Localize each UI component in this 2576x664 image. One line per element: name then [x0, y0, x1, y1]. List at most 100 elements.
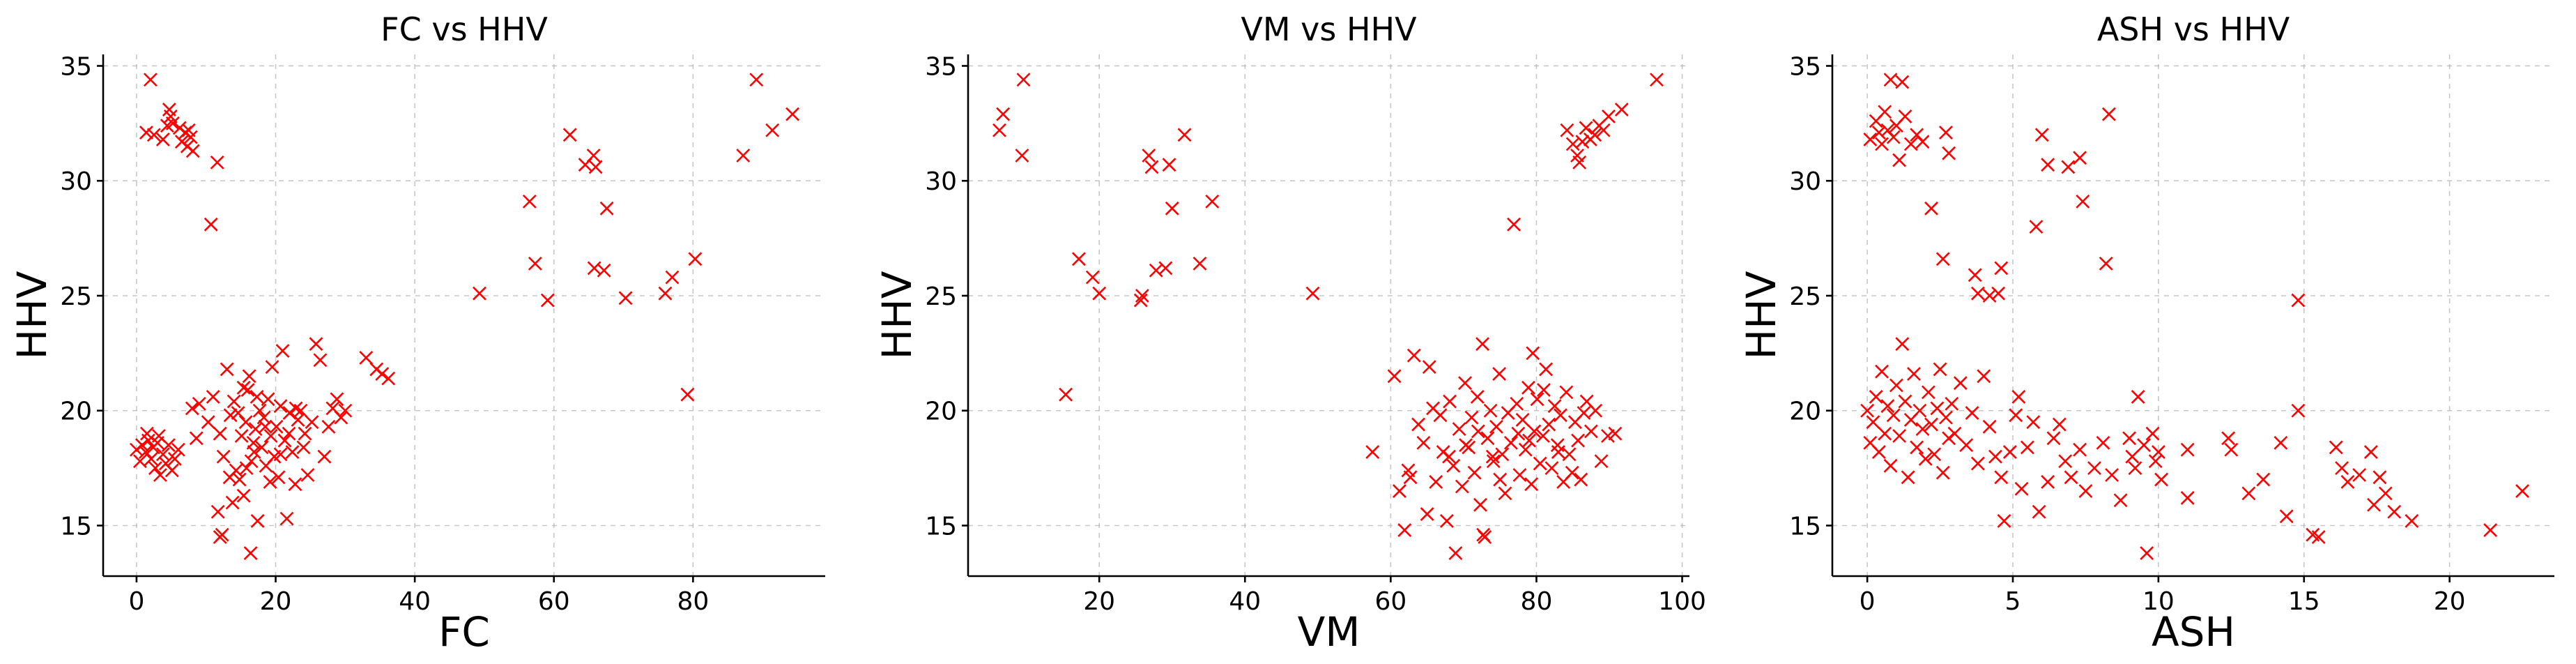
scatter-point: [562, 128, 577, 142]
scatter-point: [239, 461, 254, 476]
scatter-point: [1403, 470, 1418, 485]
x-tick-label: 80: [677, 587, 709, 616]
scatter-point: [1524, 477, 1539, 492]
scatter-point: [210, 504, 225, 519]
x-tick-label: 10: [2142, 587, 2175, 616]
scatter-point: [2372, 470, 2387, 485]
scatter-point: [1953, 376, 1968, 391]
scatter-point: [1015, 149, 1029, 163]
scatter-point: [665, 270, 680, 285]
scatter-point: [359, 351, 374, 365]
scatter-point: [2137, 438, 2151, 453]
scatter-point: [321, 419, 336, 434]
scatter-point: [2032, 504, 2046, 519]
scatter-point: [473, 286, 486, 301]
scatter-point: [1895, 337, 1910, 352]
scatter-point: [2078, 484, 2093, 498]
scatter-point: [285, 445, 300, 459]
scatter-point: [1406, 348, 1421, 363]
scatter-point: [2145, 426, 2160, 441]
scatter-point: [1968, 268, 1982, 282]
scatter-point: [139, 126, 153, 139]
scatter-point: [258, 419, 273, 434]
scatter-point: [132, 454, 147, 469]
scatter-point: [2274, 435, 2288, 450]
scatter-point: [135, 438, 149, 453]
scatter-point: [144, 452, 158, 466]
y-tick-label: 15: [925, 513, 957, 541]
scatter-point: [146, 128, 161, 142]
scatter-point: [273, 447, 288, 462]
scatter-point: [2026, 415, 2041, 430]
scatter-point: [220, 362, 234, 377]
scatter-point: [540, 293, 555, 308]
scatter-point: [1584, 424, 1598, 439]
x-axis-label: ASH: [2152, 608, 2235, 656]
scatter-point: [231, 406, 245, 420]
scatter-point: [201, 415, 215, 430]
scatter-point: [1875, 137, 1889, 151]
scatter-point: [1542, 417, 1556, 432]
y-tick-label: 35: [925, 52, 957, 81]
scatter-point: [1475, 337, 1490, 352]
scatter-point: [1982, 289, 1997, 303]
scatter-point: [1464, 410, 1479, 425]
scatter-point: [1455, 479, 1469, 494]
scatter-point: [2113, 493, 2128, 508]
scatter-point: [1880, 399, 1895, 414]
scatter-point: [1135, 289, 1149, 303]
scatter-point: [522, 194, 537, 209]
scatter-point: [269, 419, 284, 434]
scatter-point: [1560, 123, 1574, 137]
scatter-point: [2076, 194, 2090, 209]
scatter-point: [1869, 390, 1883, 404]
scatter-point: [1446, 458, 1461, 473]
scatter-point: [1510, 396, 1524, 411]
y-tick-label: 25: [60, 282, 92, 311]
scatter-point: [1305, 286, 1320, 301]
scatter-point: [1577, 406, 1591, 420]
scatter-point: [2041, 158, 2055, 172]
scatter-point: [1365, 445, 1380, 459]
scatter-point: [1588, 403, 1603, 418]
scatter-point: [1935, 252, 1950, 266]
scatter-point: [165, 116, 180, 130]
scatter-point: [1903, 137, 1918, 151]
scatter-point: [1886, 408, 1901, 423]
scatter-point: [2140, 546, 2154, 560]
scatter-point: [282, 426, 296, 441]
scatter-point: [688, 252, 703, 266]
scatter-point: [1533, 456, 1547, 471]
scatter-point: [1875, 364, 1889, 379]
scatter-point: [1562, 447, 1577, 462]
scatter-point: [2011, 390, 2026, 404]
scatter-point: [1602, 110, 1616, 123]
scatter-point: [234, 429, 249, 443]
scatter-point: [1473, 497, 1487, 512]
scatter-point: [1918, 452, 1933, 466]
scatter-point: [1945, 396, 1959, 411]
scatter-point: [2335, 461, 2349, 476]
scatter-point: [1866, 415, 1880, 430]
scatter-point: [618, 291, 633, 305]
scatter-point: [1544, 461, 1559, 476]
scatter-point: [288, 477, 302, 492]
scatter-point: [232, 472, 247, 487]
scatter-point: [252, 403, 267, 418]
scatter-point: [588, 160, 603, 174]
scatter-point: [528, 256, 542, 271]
scatter-point: [213, 530, 227, 544]
scatter-point: [1439, 513, 1454, 528]
chart-title: ASH vs HHV: [2097, 10, 2290, 48]
scatter-point: [2405, 513, 2419, 528]
scatter-point: [1614, 103, 1629, 117]
chart-panel-1: 0 20 40 60 80 15 20 25 30 35 FC vs HHV FC HHV: [8, 10, 825, 656]
scatter-point: [1429, 474, 1443, 489]
x-tick-label: 20: [2434, 587, 2466, 616]
scatter-point: [1458, 376, 1472, 391]
scatter-point: [658, 286, 673, 301]
scatter-point: [1452, 422, 1466, 437]
scatter-point: [1565, 465, 1579, 480]
scatter-point: [1387, 369, 1402, 384]
scatter-point: [263, 474, 277, 489]
